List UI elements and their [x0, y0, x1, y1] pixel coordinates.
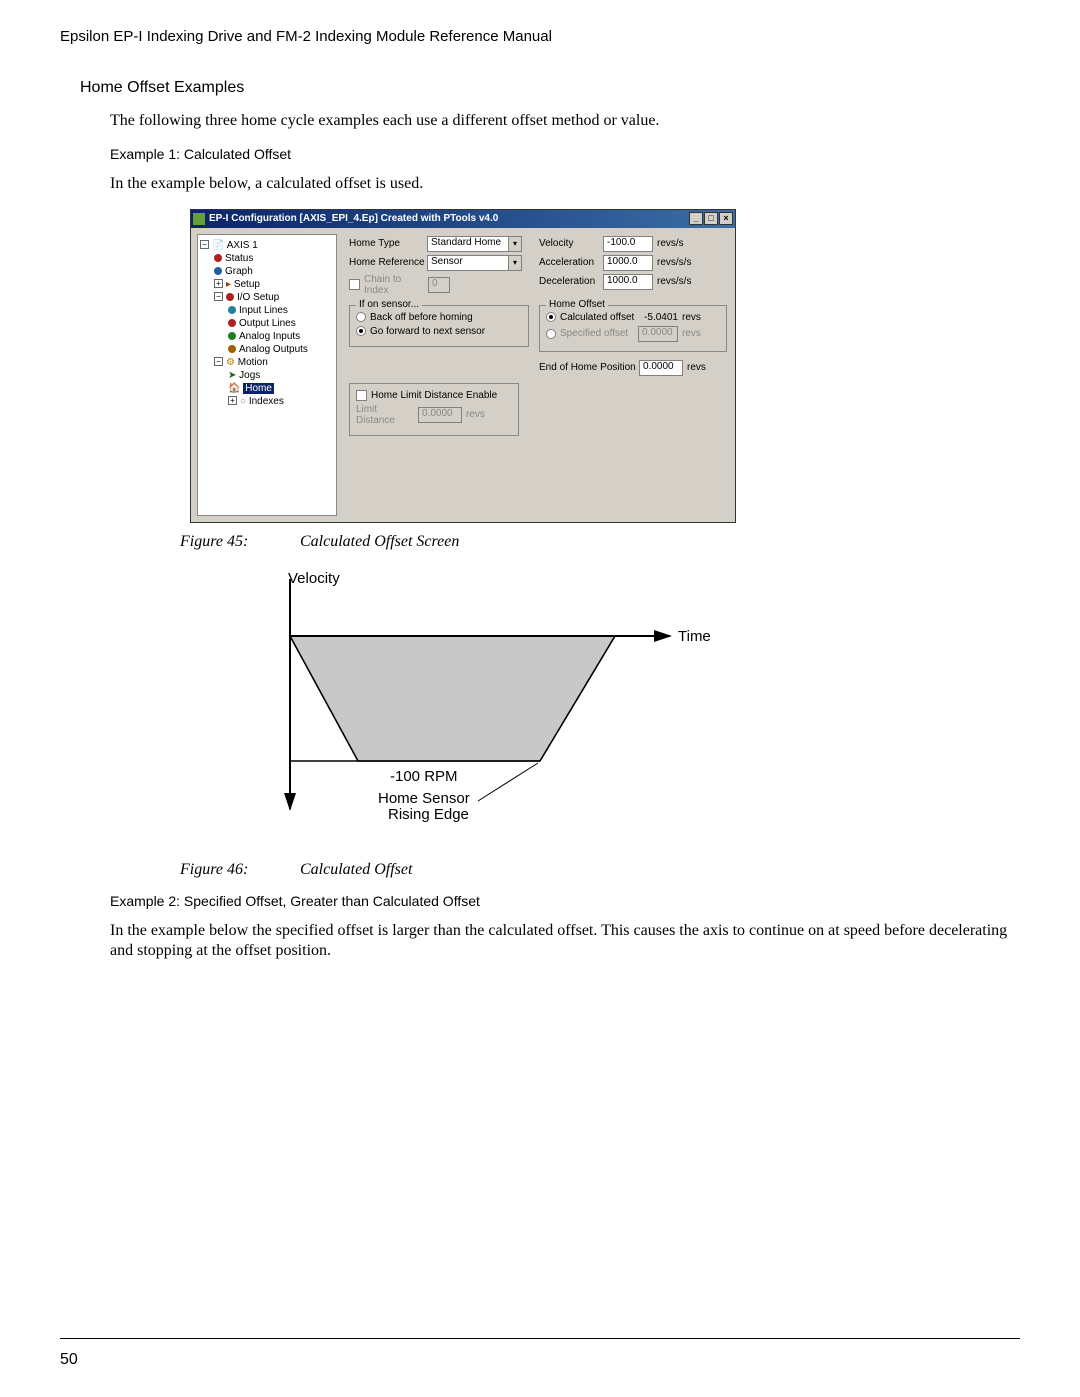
- tree-motion[interactable]: Motion: [238, 357, 268, 368]
- tree-analog-outputs[interactable]: Analog Outputs: [239, 344, 308, 355]
- spec-offset-input: 0.0000: [638, 326, 678, 342]
- maximize-icon[interactable]: □: [704, 212, 718, 225]
- home-limit-checkbox[interactable]: [356, 390, 367, 401]
- intro-text: The following three home cycle examples …: [110, 111, 1020, 132]
- if-on-sensor-group: If on sensor... Back off before homing G…: [349, 305, 529, 347]
- velocity-label: Velocity: [539, 238, 603, 249]
- calc-offset-value: -5.0401: [638, 312, 678, 323]
- tree-jogs[interactable]: Jogs: [239, 370, 260, 381]
- end-home-input[interactable]: 0.0000: [639, 360, 683, 376]
- example2-heading: Example 2: Specified Offset, Greater tha…: [110, 893, 1020, 909]
- deceleration-label: Deceleration: [539, 276, 603, 287]
- sensor-label-1: Home Sensor: [378, 790, 470, 807]
- example2-text: In the example below the specified offse…: [110, 921, 1020, 963]
- figure-46-caption: Figure 46:Calculated Offset: [180, 861, 1020, 879]
- acceleration-label: Acceleration: [539, 257, 603, 268]
- chevron-down-icon[interactable]: ▾: [508, 236, 522, 252]
- home-type-select[interactable]: Standard Home: [427, 236, 509, 252]
- figure-45-caption: Figure 45:Calculated Offset Screen: [180, 533, 1020, 551]
- home-reference-select[interactable]: Sensor: [427, 255, 509, 271]
- sensor-label-2: Rising Edge: [388, 806, 469, 823]
- limit-dist-input: 0.0000: [418, 407, 462, 423]
- tree-input-lines[interactable]: Input Lines: [239, 305, 288, 316]
- tree-setup[interactable]: Setup: [234, 279, 260, 290]
- calc-offset-radio[interactable]: [546, 312, 556, 322]
- example1-text: In the example below, a calculated offse…: [110, 174, 1020, 195]
- home-offset-group: Home Offset Calculated offset-5.0401revs…: [539, 305, 727, 352]
- tree-status[interactable]: Status: [225, 253, 253, 264]
- section-heading: Home Offset Examples: [80, 79, 1020, 97]
- tree-indexes[interactable]: Indexes: [249, 396, 284, 407]
- acceleration-units: revs/s/s: [657, 257, 691, 268]
- chain-checkbox[interactable]: [349, 279, 360, 290]
- spec-offset-radio[interactable]: [546, 329, 556, 339]
- example1-heading: Example 1: Calculated Offset: [110, 146, 1020, 162]
- limit-dist-label: Limit Distance: [356, 404, 418, 426]
- acceleration-input[interactable]: 1000.0: [603, 255, 653, 271]
- y-axis-label: Velocity: [288, 571, 340, 587]
- velocity-diagram: Velocity Time -100 RPM Home Sensor Risin…: [240, 571, 710, 851]
- tree-io-setup[interactable]: I/O Setup: [237, 292, 279, 303]
- chain-label: Chain to Index: [364, 274, 428, 296]
- tree-analog-inputs[interactable]: Analog Inputs: [239, 331, 300, 342]
- go-forward-label: Go forward to next sensor: [370, 326, 485, 337]
- back-off-label: Back off before homing: [370, 312, 473, 323]
- deceleration-units: revs/s/s: [657, 276, 691, 287]
- chain-value: 0: [428, 277, 450, 293]
- rpm-label: -100 RPM: [390, 768, 458, 785]
- tree-graph[interactable]: Graph: [225, 266, 253, 277]
- go-forward-radio[interactable]: [356, 326, 366, 336]
- spec-offset-label: Specified offset: [560, 328, 638, 339]
- end-home-label: End of Home Position: [539, 362, 639, 373]
- minimize-icon[interactable]: _: [689, 212, 703, 225]
- home-offset-title: Home Offset: [546, 299, 608, 310]
- deceleration-input[interactable]: 1000.0: [603, 274, 653, 290]
- velocity-input[interactable]: -100.0: [603, 236, 653, 252]
- home-type-label: Home Type: [349, 238, 427, 249]
- calc-offset-label: Calculated offset: [560, 312, 638, 323]
- window-title: EP-I Configuration [AXIS_EPI_4.Ep] Creat…: [209, 213, 498, 224]
- home-limit-group: Home Limit Distance Enable Limit Distanc…: [349, 383, 519, 436]
- if-on-sensor-title: If on sensor...: [356, 299, 422, 310]
- footer-rule: [60, 1338, 1020, 1339]
- home-reference-label: Home Reference: [349, 257, 427, 268]
- doc-title: Epsilon EP-I Indexing Drive and FM-2 Ind…: [60, 28, 1020, 45]
- velocity-units: revs/s: [657, 238, 684, 249]
- chevron-down-icon[interactable]: ▾: [508, 255, 522, 271]
- tree-root[interactable]: AXIS 1: [227, 240, 258, 251]
- page-number: 50: [60, 1351, 78, 1369]
- back-off-radio[interactable]: [356, 312, 366, 322]
- home-limit-label: Home Limit Distance Enable: [371, 390, 497, 401]
- tree-view[interactable]: −📄 AXIS 1 Status Graph +▸ Setup −I/O Set…: [197, 234, 337, 516]
- tree-output-lines[interactable]: Output Lines: [239, 318, 296, 329]
- window-titlebar: EP-I Configuration [AXIS_EPI_4.Ep] Creat…: [191, 210, 735, 228]
- tree-home[interactable]: Home: [243, 383, 274, 394]
- x-axis-label: Time: [678, 628, 710, 645]
- close-icon[interactable]: ×: [719, 212, 733, 225]
- home-panel: Home Type Standard Home▾ Home Reference …: [341, 228, 735, 522]
- config-window: EP-I Configuration [AXIS_EPI_4.Ep] Creat…: [190, 209, 736, 523]
